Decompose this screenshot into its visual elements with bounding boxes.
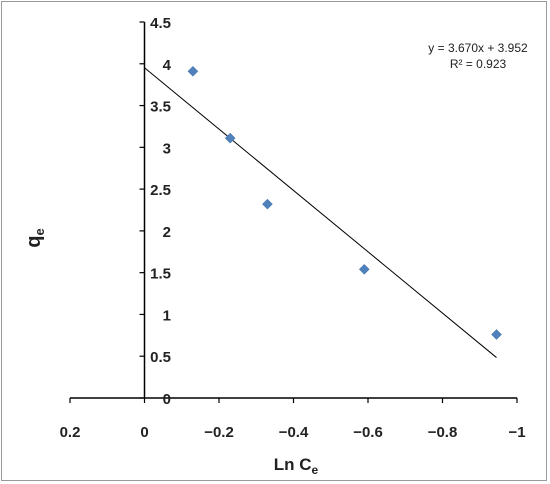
data-point <box>262 198 273 210</box>
y-tick-label: 0.5 <box>150 349 171 366</box>
x-axis-title-main: Ln C <box>274 455 312 474</box>
trendline-r2: R² = 0.923 <box>450 57 507 71</box>
data-point <box>187 65 199 77</box>
x-axis-title-subscript: e <box>312 463 319 477</box>
y-tick-label: 2.5 <box>150 182 171 199</box>
y-tick-label: 3 <box>163 140 171 157</box>
y-tick-label: 0 <box>163 391 171 408</box>
data-points <box>187 65 502 340</box>
y-tick-label: 1 <box>163 307 171 324</box>
trendline-group <box>144 67 497 358</box>
data-point <box>491 329 502 340</box>
trendline-equation: y = 3.670x + 3.952 <box>428 41 528 55</box>
x-tick-label: −0.2 <box>204 424 234 441</box>
y-tick-label: 3.5 <box>150 99 171 116</box>
x-tick-label: −0.6 <box>353 424 383 441</box>
x-tick-label: 0 <box>140 424 148 441</box>
trendline <box>144 67 497 358</box>
y-tick-label: 4 <box>163 57 172 74</box>
y-tick-label: 1.5 <box>150 266 171 283</box>
y-tick-label: 2 <box>163 224 171 241</box>
x-axis-title: Ln Ce <box>274 455 319 477</box>
data-point <box>358 263 370 275</box>
y-axis-title-subscript: e <box>32 228 47 235</box>
y-axis-title: qe <box>23 228 47 247</box>
y-axis-title-main: q <box>23 236 45 248</box>
x-tick-label: −1 <box>508 424 525 441</box>
x-tick-label: −0.4 <box>279 424 309 441</box>
axes <box>70 22 517 399</box>
data-point <box>224 132 236 144</box>
ticks: 0.2 0 −0.2 −0.4 −0.6 −0.8 −1 0 0.5 1 1.5 2 2.5 3 3.5 4 4… <box>60 15 526 441</box>
y-tick-label: 4.5 <box>150 15 171 32</box>
x-tick-label: 0.2 <box>60 424 81 441</box>
x-tick-label: −0.8 <box>428 424 458 441</box>
